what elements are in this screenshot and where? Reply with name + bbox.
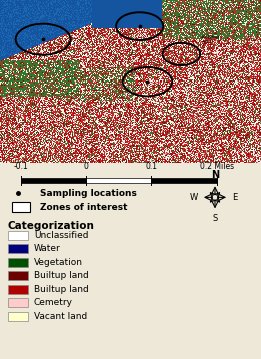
Bar — [21, 178, 86, 183]
Bar — [12, 202, 30, 212]
Text: 0: 0 — [84, 162, 88, 171]
Bar — [151, 178, 217, 183]
Text: -0.1: -0.1 — [14, 162, 28, 171]
Bar — [8, 231, 28, 240]
Bar — [8, 244, 28, 253]
Text: Vegetation: Vegetation — [34, 258, 83, 267]
Text: Sampling locations: Sampling locations — [40, 189, 137, 198]
Bar — [8, 271, 28, 280]
Text: Builtup land: Builtup land — [34, 285, 89, 294]
Text: S: S — [212, 214, 218, 223]
Text: 0.1: 0.1 — [145, 162, 157, 171]
Text: E: E — [232, 193, 237, 202]
Text: 0.2 Miles: 0.2 Miles — [200, 162, 234, 171]
Text: Cemetry: Cemetry — [34, 298, 73, 307]
Text: Builtup land: Builtup land — [34, 271, 89, 280]
Text: Vacant land: Vacant land — [34, 312, 87, 321]
Text: Sampling
point: Sampling point — [201, 35, 220, 43]
Text: N: N — [211, 170, 219, 180]
Bar — [8, 258, 28, 267]
Text: Categorization: Categorization — [8, 222, 95, 231]
Text: Unclassified: Unclassified — [34, 231, 88, 240]
Text: Zones of interest: Zones of interest — [40, 203, 128, 212]
Bar — [8, 312, 28, 321]
Bar — [8, 285, 28, 294]
Bar — [86, 178, 151, 183]
Bar — [8, 298, 28, 307]
Text: W: W — [190, 193, 198, 202]
Text: Water: Water — [34, 244, 61, 253]
